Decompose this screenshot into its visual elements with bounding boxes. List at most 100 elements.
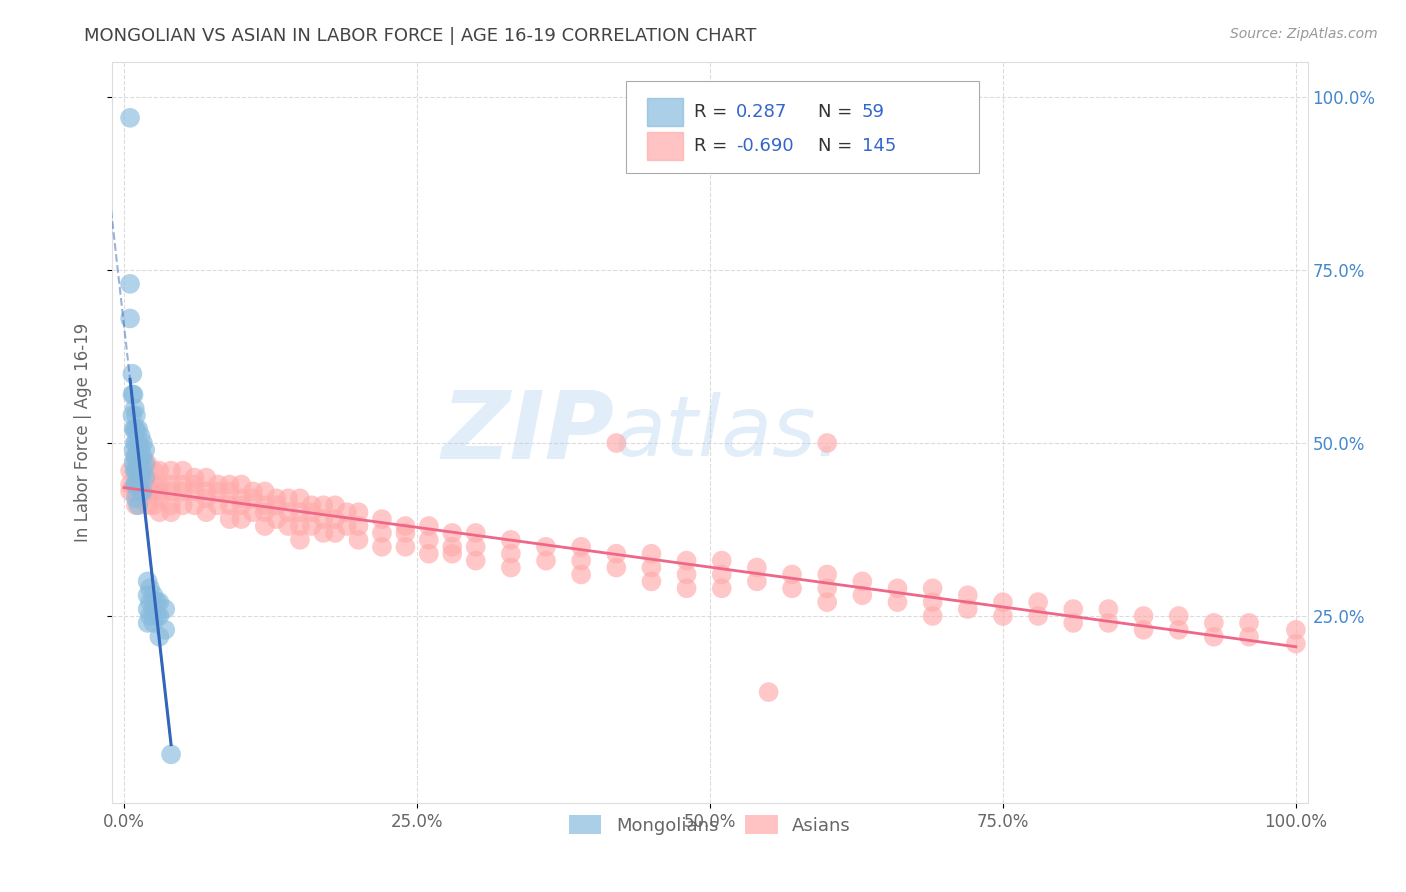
Point [136, 457, 159, 471]
Point [851, 588, 873, 602]
Point [758, 685, 780, 699]
Point [441, 525, 464, 540]
Point [1285, 623, 1308, 637]
Point [148, 477, 170, 491]
Point [288, 519, 311, 533]
Point [122, 422, 145, 436]
Point [125, 464, 148, 478]
Point [464, 540, 486, 554]
Point [129, 429, 152, 443]
Point [218, 512, 240, 526]
Point [121, 387, 143, 401]
Point [136, 470, 159, 484]
Point [120, 484, 141, 499]
Point [125, 484, 148, 499]
Point [124, 477, 146, 491]
Point [301, 519, 323, 533]
Point [124, 450, 146, 464]
Point [183, 477, 205, 491]
Point [253, 484, 276, 499]
Point [142, 588, 165, 602]
Point [253, 505, 276, 519]
Point [886, 582, 908, 596]
Point [131, 491, 153, 506]
Point [172, 464, 194, 478]
Point [534, 540, 557, 554]
Point [172, 484, 194, 499]
Point [132, 450, 155, 464]
Point [172, 498, 194, 512]
Point [640, 574, 662, 589]
Text: N =: N = [818, 103, 858, 121]
Point [231, 498, 253, 512]
Point [886, 595, 908, 609]
Point [956, 602, 979, 616]
Text: Source: ZipAtlas.com: Source: ZipAtlas.com [1230, 27, 1378, 41]
Point [371, 540, 394, 554]
Point [129, 457, 152, 471]
Point [780, 582, 803, 596]
Point [277, 505, 299, 519]
Point [815, 567, 838, 582]
Point [124, 401, 146, 416]
Point [160, 464, 183, 478]
Point [815, 595, 838, 609]
Point [132, 436, 155, 450]
Point [120, 477, 141, 491]
Point [745, 560, 768, 574]
Point [640, 547, 662, 561]
Point [160, 747, 183, 762]
Point [1285, 637, 1308, 651]
Point [323, 498, 346, 512]
Point [242, 491, 264, 506]
Point [195, 491, 218, 506]
Point [371, 512, 394, 526]
Text: 59: 59 [862, 103, 884, 121]
Point [242, 484, 264, 499]
Point [155, 623, 177, 637]
Point [1237, 615, 1260, 630]
Point [155, 602, 177, 616]
Point [129, 470, 152, 484]
Point [125, 422, 148, 436]
Point [127, 464, 149, 478]
Point [148, 464, 170, 478]
Point [921, 595, 943, 609]
Point [122, 442, 145, 457]
Point [921, 582, 943, 596]
Point [569, 554, 592, 568]
Point [139, 582, 162, 596]
Point [266, 512, 288, 526]
Point [172, 477, 194, 491]
Text: -0.690: -0.690 [737, 137, 794, 155]
Point [418, 533, 440, 547]
Point [710, 582, 733, 596]
Point [288, 533, 311, 547]
Point [569, 540, 592, 554]
Point [183, 498, 205, 512]
Point [195, 470, 218, 484]
Text: 0.287: 0.287 [737, 103, 787, 121]
Point [464, 554, 486, 568]
Point [136, 602, 159, 616]
Point [815, 582, 838, 596]
Point [323, 512, 346, 526]
Point [124, 436, 146, 450]
Point [183, 470, 205, 484]
Point [142, 484, 165, 499]
Point [195, 505, 218, 519]
Point [605, 560, 627, 574]
Point [991, 595, 1014, 609]
Point [1097, 602, 1119, 616]
Point [1062, 602, 1084, 616]
Point [125, 450, 148, 464]
Point [253, 519, 276, 533]
Point [1062, 615, 1084, 630]
Point [142, 498, 165, 512]
Point [132, 464, 155, 478]
Point [418, 547, 440, 561]
Point [125, 477, 148, 491]
Point [136, 588, 159, 602]
Point [146, 609, 169, 624]
Point [127, 422, 149, 436]
